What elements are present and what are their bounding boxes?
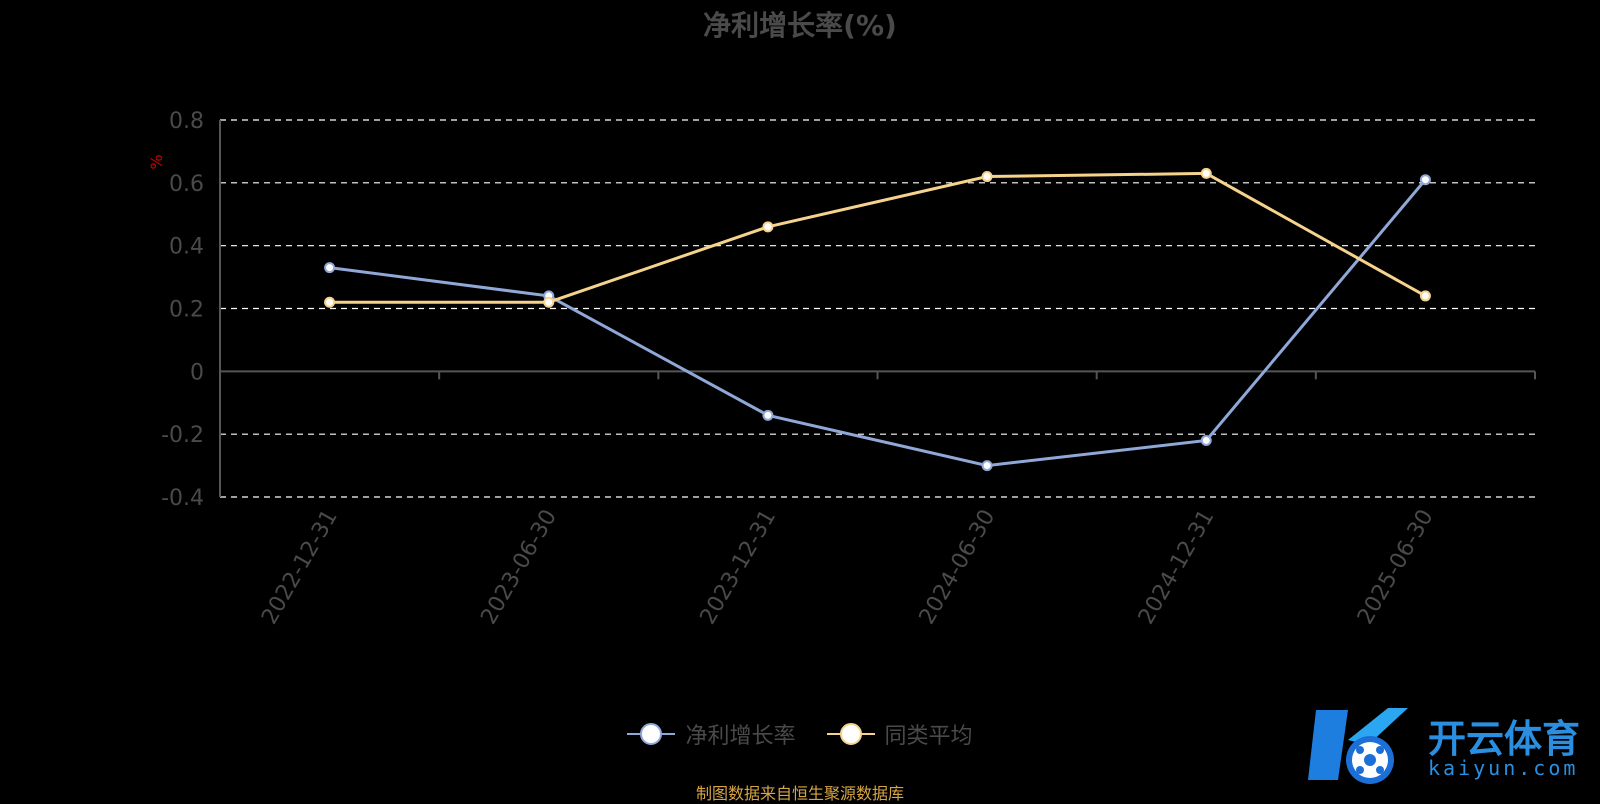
x-tick-label: 2024-12-31 [1134,506,1220,629]
y-tick-label: -0.4 [161,486,204,511]
data-point-series-1 [1200,434,1212,446]
legend-item-series-1[interactable]: 净利增长率 [627,718,796,750]
y-tick-label: 0 [190,360,204,385]
data-point-series-2 [1419,290,1431,302]
source-note: 制图数据来自恒生聚源数据库 [695,784,904,803]
x-tick-label: 2024-06-30 [915,506,1001,629]
x-tick-label: 2022-12-31 [257,506,343,629]
y-tick-label: 0.2 [169,298,204,323]
ball-logo-icon [1308,708,1408,784]
logo-text-en: kaiyun.com [1428,756,1579,780]
legend-item-series-2[interactable]: 同类平均 [826,718,973,750]
data-point-series-1 [324,262,336,274]
data-point-series-2 [762,221,774,233]
x-tick-label: 2023-06-30 [476,506,562,629]
chart-legend: 净利增长率 同类平均 [0,718,1600,752]
series-line-2 [329,171,1427,304]
legend-swatch-icon [627,722,676,746]
data-point-series-2 [324,296,336,308]
y-axis-label: % [147,154,166,169]
x-tick-label: 2025-06-30 [1353,506,1439,629]
data-point-series-1 [1419,174,1431,186]
y-tick-label: 0.4 [169,235,204,260]
brand-logo: 开云体育 kaiyun.com [1308,700,1588,790]
data-point-series-1 [981,460,993,472]
data-point-series-2 [543,296,555,308]
logo-text-cn: 开云体育 [1428,717,1581,761]
series-line-1 [329,178,1427,468]
data-point-series-2 [981,171,993,183]
y-tick-label: 0.8 [169,109,204,134]
data-point-series-1 [762,409,774,421]
x-tick-label: 2023-12-31 [696,506,782,629]
legend-swatch-icon [826,722,875,746]
legend-label: 净利增长率 [685,724,796,749]
data-point-series-2 [1200,167,1212,179]
y-tick-label: 0.6 [169,172,204,197]
legend-label: 同类平均 [884,724,973,749]
y-tick-label: -0.2 [161,423,204,448]
chart-title: 净利增长率(%) [703,9,897,42]
